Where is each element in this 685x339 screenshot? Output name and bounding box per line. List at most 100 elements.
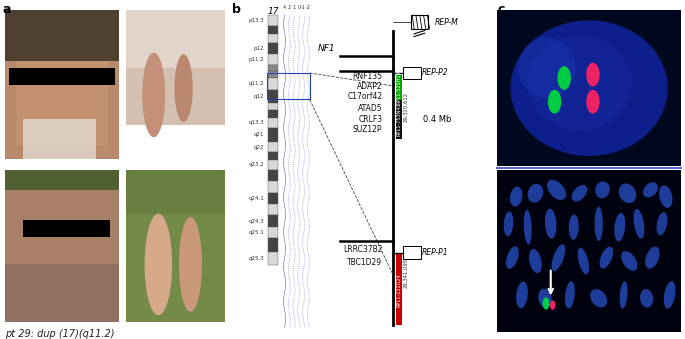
Text: 0: 0 bbox=[297, 5, 301, 10]
Bar bbox=[268, 193, 278, 204]
Ellipse shape bbox=[545, 209, 556, 239]
Bar bbox=[268, 170, 278, 181]
Bar bbox=[268, 15, 278, 26]
Circle shape bbox=[558, 66, 571, 90]
Ellipse shape bbox=[145, 214, 172, 315]
Ellipse shape bbox=[621, 251, 638, 271]
Bar bbox=[396, 75, 402, 100]
Text: C17orf42: C17orf42 bbox=[347, 92, 382, 101]
Ellipse shape bbox=[551, 244, 565, 271]
Ellipse shape bbox=[547, 180, 566, 200]
Bar bbox=[268, 34, 278, 43]
Bar bbox=[268, 72, 278, 78]
Bar bbox=[268, 238, 278, 252]
Bar bbox=[268, 127, 278, 142]
Ellipse shape bbox=[510, 187, 523, 206]
Ellipse shape bbox=[614, 213, 625, 241]
Ellipse shape bbox=[634, 209, 645, 239]
Bar bbox=[403, 246, 421, 259]
Text: ADAP2: ADAP2 bbox=[357, 82, 382, 91]
Bar bbox=[268, 26, 278, 34]
Ellipse shape bbox=[503, 212, 513, 236]
Text: 17: 17 bbox=[267, 7, 279, 16]
Ellipse shape bbox=[527, 184, 543, 203]
Bar bbox=[126, 10, 225, 125]
Ellipse shape bbox=[643, 182, 658, 197]
Bar bbox=[268, 153, 278, 160]
Text: b: b bbox=[232, 3, 241, 16]
Bar bbox=[268, 43, 278, 54]
Ellipse shape bbox=[527, 36, 632, 131]
Ellipse shape bbox=[595, 206, 603, 241]
Bar bbox=[268, 78, 278, 90]
Ellipse shape bbox=[510, 20, 668, 156]
Text: p13.3: p13.3 bbox=[248, 18, 264, 23]
Ellipse shape bbox=[645, 246, 660, 269]
Bar bbox=[126, 10, 225, 68]
Text: q13.3: q13.3 bbox=[248, 120, 264, 125]
Ellipse shape bbox=[569, 215, 579, 240]
Text: q24.3: q24.3 bbox=[248, 219, 264, 224]
Ellipse shape bbox=[620, 281, 627, 308]
Bar bbox=[126, 170, 225, 322]
Bar bbox=[268, 54, 278, 65]
Text: NF1: NF1 bbox=[317, 43, 335, 53]
Text: 2: 2 bbox=[288, 5, 291, 10]
Text: RNF135: RNF135 bbox=[353, 72, 382, 81]
Text: p11.2: p11.2 bbox=[248, 57, 264, 62]
Bar bbox=[268, 90, 278, 103]
Ellipse shape bbox=[664, 281, 675, 309]
Bar bbox=[268, 252, 278, 265]
Ellipse shape bbox=[524, 210, 532, 244]
Bar bbox=[5, 10, 119, 61]
Bar bbox=[16, 24, 108, 146]
Ellipse shape bbox=[659, 185, 673, 208]
Ellipse shape bbox=[595, 181, 610, 198]
Ellipse shape bbox=[179, 217, 202, 312]
Text: q11.2: q11.2 bbox=[248, 81, 264, 86]
Text: p12: p12 bbox=[253, 46, 264, 51]
Bar bbox=[268, 227, 278, 238]
Bar bbox=[5, 10, 119, 159]
Text: c: c bbox=[497, 3, 504, 16]
Text: 4: 4 bbox=[283, 5, 286, 10]
Bar bbox=[5, 170, 119, 322]
Ellipse shape bbox=[538, 288, 551, 308]
Text: 1: 1 bbox=[292, 5, 296, 10]
Bar bbox=[23, 220, 110, 237]
Circle shape bbox=[586, 90, 599, 114]
Bar bbox=[268, 65, 278, 72]
Bar bbox=[126, 214, 225, 322]
Bar bbox=[268, 111, 278, 118]
Ellipse shape bbox=[590, 289, 607, 307]
Text: ATAD5: ATAD5 bbox=[358, 104, 382, 113]
Ellipse shape bbox=[656, 212, 667, 235]
Ellipse shape bbox=[506, 246, 519, 269]
Text: SUZ12P: SUZ12P bbox=[353, 125, 382, 134]
Bar bbox=[268, 142, 278, 153]
Text: REP-M: REP-M bbox=[434, 18, 458, 26]
Text: LRRC37B2: LRRC37B2 bbox=[343, 245, 382, 254]
Text: TBC1D29: TBC1D29 bbox=[347, 258, 382, 267]
Text: CRLF3: CRLF3 bbox=[358, 115, 382, 124]
Text: q25.1: q25.1 bbox=[248, 230, 264, 235]
Text: 29,341,095: 29,341,095 bbox=[403, 258, 408, 288]
Bar bbox=[23, 119, 97, 159]
Text: REP-P1: REP-P1 bbox=[422, 248, 449, 257]
Text: -2: -2 bbox=[306, 5, 311, 10]
Bar bbox=[5, 170, 119, 190]
Text: RP11-525H19: RP11-525H19 bbox=[397, 71, 401, 104]
Bar bbox=[266, 73, 310, 99]
Text: RP11-222O24: RP11-222O24 bbox=[397, 273, 401, 307]
Circle shape bbox=[586, 63, 599, 86]
Text: q21: q21 bbox=[253, 132, 264, 137]
Bar bbox=[411, 15, 428, 29]
Text: q25.3: q25.3 bbox=[248, 256, 264, 261]
Text: -1: -1 bbox=[301, 5, 306, 10]
Bar bbox=[268, 215, 278, 227]
Bar bbox=[396, 100, 402, 139]
Ellipse shape bbox=[518, 37, 575, 98]
Ellipse shape bbox=[619, 183, 636, 203]
Ellipse shape bbox=[640, 289, 653, 307]
Text: pt 29: dup (17)(q11.2): pt 29: dup (17)(q11.2) bbox=[5, 329, 114, 339]
